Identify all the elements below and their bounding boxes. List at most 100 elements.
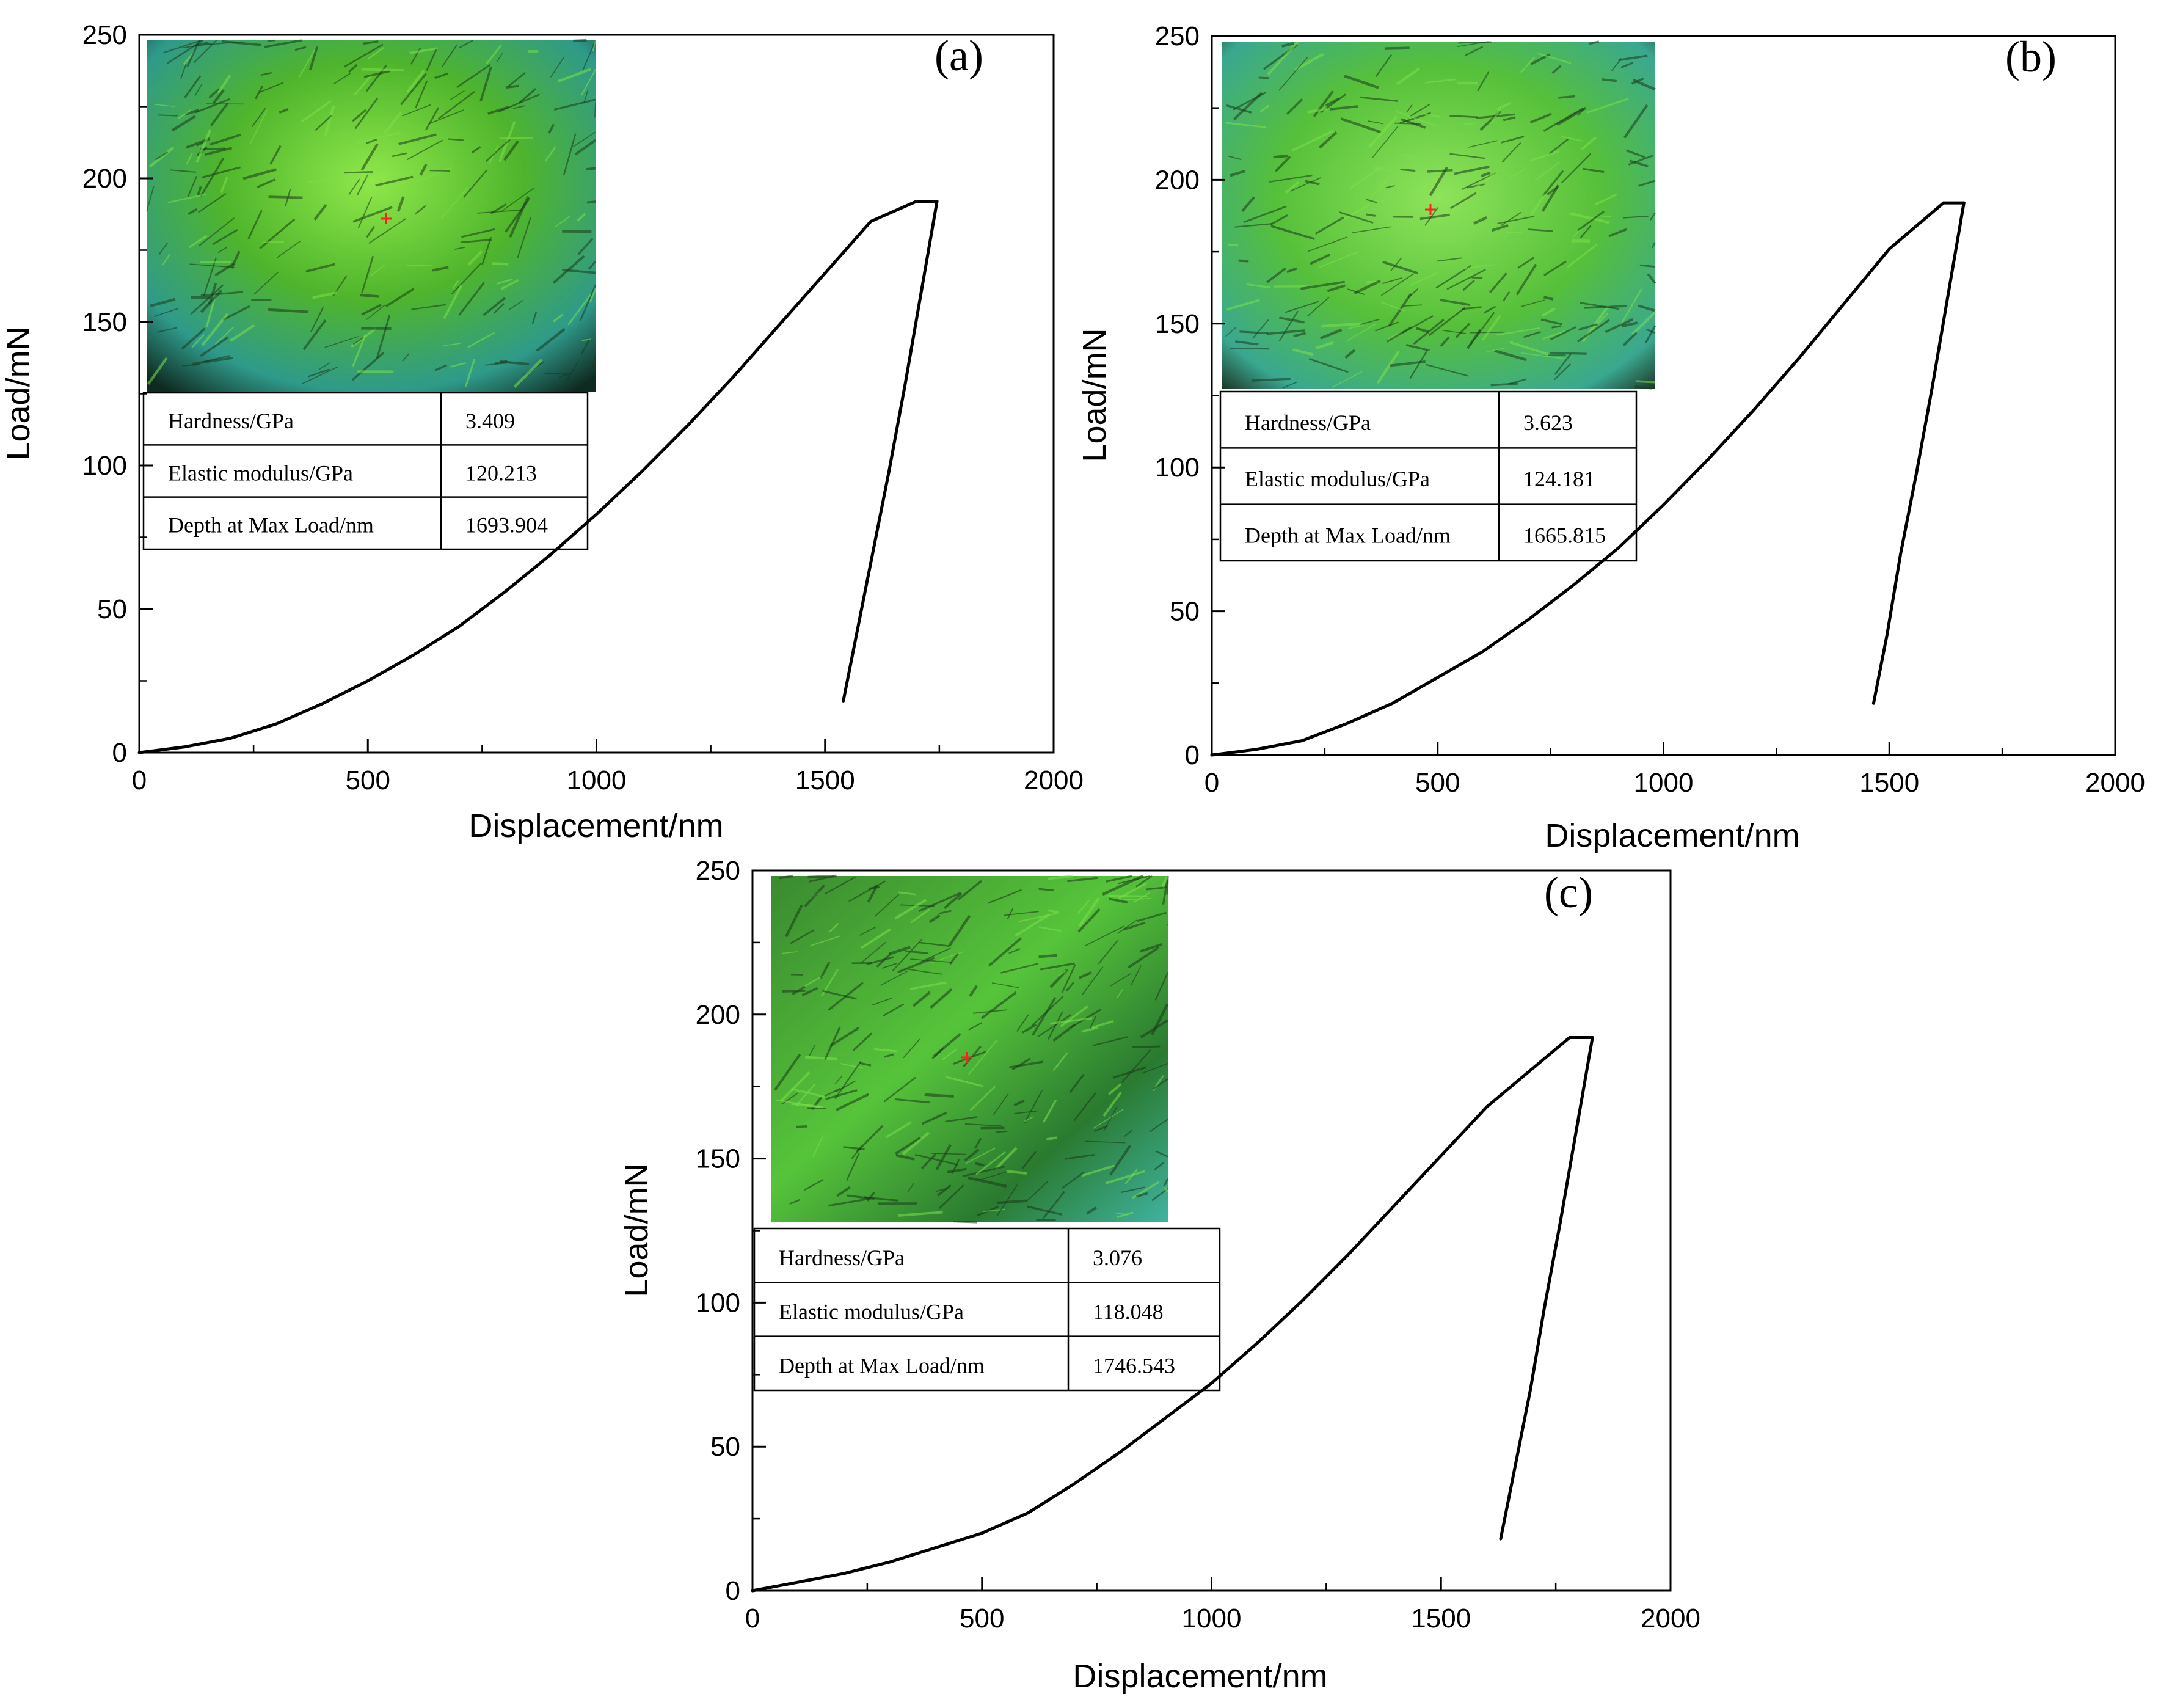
panel-b-micrograph-lath — [1315, 341, 1334, 350]
panel-c-micrograph-lath — [935, 1144, 952, 1170]
panel-c-micrograph-lath — [834, 1060, 862, 1100]
panel-b-micrograph-lath — [1496, 101, 1512, 111]
panel-b-x-axis-label: Displacement/nm — [1545, 817, 1799, 854]
panel-c-micrograph-lath — [1078, 971, 1092, 979]
panel-a-micrograph-lath — [195, 129, 212, 163]
panel-c-micrograph-lath — [1162, 875, 1169, 905]
panel-a-micrograph-lath — [365, 138, 377, 145]
panel-a-micrograph-lath — [519, 87, 537, 104]
panel-c-micrograph-lath — [1040, 962, 1075, 971]
panel-b-micrograph-lath — [1521, 352, 1565, 360]
panel-b-micrograph-lath — [1440, 336, 1450, 348]
panel-b-micrograph-lath — [1308, 358, 1349, 373]
panel-b-micrograph-lath — [1235, 340, 1259, 346]
panel-b-micrograph-lath — [1629, 159, 1649, 168]
panel-a-micrograph-lath — [586, 200, 596, 204]
panel-b-micrograph-lath — [1400, 153, 1418, 159]
panel-b-micrograph-lath — [1466, 329, 1482, 349]
panel-b-micrograph-lath — [1349, 166, 1382, 190]
panel-c-micrograph-lath — [1155, 1150, 1168, 1158]
panel-c-micrograph-lath — [829, 1026, 860, 1047]
panel-a-micrograph-lath — [459, 40, 473, 49]
panel-c-micrograph-lath — [965, 1147, 996, 1164]
panel-b-micrograph-lath — [1382, 260, 1418, 275]
panel-c-micrograph-lath — [774, 1053, 801, 1091]
panel-a-micrograph-lath — [199, 217, 235, 246]
panel-b-micrograph-lath — [1595, 193, 1617, 205]
panel-a-micrograph-lath — [581, 69, 596, 96]
panel-b-micrograph-lath — [1494, 349, 1527, 362]
panel-b-micrograph-lath — [1385, 185, 1395, 189]
panel-c-micrograph-lath — [1123, 921, 1146, 931]
panel-b-micrograph-lath — [1285, 301, 1319, 313]
panel-b-micrograph-lath — [1327, 284, 1346, 293]
panel-a-micrograph-lath — [471, 146, 481, 154]
panel-c-y-tick-label: 200 — [696, 1000, 740, 1030]
panel-b-micrograph-lath — [1540, 318, 1562, 326]
panel-a-micrograph-lath — [192, 356, 234, 365]
panel-b-micrograph-lath — [1622, 332, 1638, 347]
panel-b-micrograph-lath — [1487, 347, 1506, 352]
panel-c-micrograph-lath — [1135, 1192, 1148, 1198]
panel-a-micrograph-lath — [495, 360, 508, 365]
panel-a-micrograph-lath — [508, 71, 526, 87]
panel-c-micrograph-lath — [1108, 897, 1128, 904]
panel-b-micrograph-lath — [1632, 78, 1656, 91]
panel-b-y-tick-label: 250 — [1155, 21, 1200, 51]
panel-c-micrograph-lath — [1013, 1099, 1025, 1107]
panel-b-micrograph-lath — [1375, 321, 1399, 332]
panel-c-y-tick-label: 50 — [710, 1432, 740, 1462]
panel-c-micrograph-lath — [930, 988, 953, 1009]
panel-a-micrograph-lath — [577, 238, 594, 255]
panel-c-y-tick-label: 0 — [726, 1576, 740, 1606]
panel-a-micrograph-lath — [202, 355, 230, 363]
panel-b-micrograph-lath — [1370, 175, 1391, 199]
panel-c-micrograph-lath — [902, 1131, 930, 1156]
panel-c-micrograph-lath — [1149, 1119, 1168, 1133]
panel-b-micrograph-lath — [1426, 363, 1468, 377]
panel-b-micrograph-lath — [1462, 279, 1475, 291]
panel-c-micrograph-lath — [928, 914, 941, 924]
panel-c-micrograph-lath — [1047, 875, 1073, 880]
panel-b-micrograph-lath — [1267, 40, 1299, 76]
panel-c-micrograph-lath — [1117, 919, 1137, 934]
panel-a-y-tick-label: 100 — [82, 451, 127, 481]
panel-c-micrograph-lath — [1124, 1129, 1133, 1137]
panel-a-micrograph-lath — [553, 313, 564, 323]
panel-a-micrograph-lath — [202, 166, 241, 178]
panel-b-table-label: Hardness/GPa — [1245, 411, 1371, 435]
panel-b-micrograph-lath — [1225, 326, 1237, 337]
panel-c-micrograph-lath — [825, 1089, 858, 1100]
panel-c-micrograph-lath — [894, 899, 927, 920]
panel-a-micrograph-lath — [579, 284, 597, 321]
panel-c-micrograph-lath — [1098, 940, 1118, 965]
panel-b-micrograph-lath — [1292, 348, 1314, 356]
panel-c-micrograph-lath — [883, 1076, 916, 1103]
panel-b-micrograph-lath — [1428, 307, 1466, 337]
panel-c-micrograph-lath — [1153, 1162, 1164, 1171]
panel-a-micrograph-lath — [201, 313, 229, 346]
panel-c-micrograph-lath — [820, 961, 831, 979]
panel-a-micrograph-lath — [415, 205, 426, 215]
panel-b-micrograph-lath — [1449, 192, 1477, 210]
panel-a-micrograph-lath — [368, 46, 385, 59]
panel-a-y-tick-label: 50 — [97, 594, 127, 624]
panel-a-micrograph-lath — [513, 358, 543, 389]
panel-b-panel-label: (b) — [2005, 32, 2057, 81]
panel-a-micrograph-lath — [485, 362, 511, 366]
panel-b-series-loading — [1210, 201, 1945, 757]
panel-a-micrograph-lath — [368, 218, 406, 244]
panel-a-micrograph-lath — [217, 247, 227, 254]
panel-c-micrograph-lath — [1124, 1169, 1138, 1185]
panel-c-micrograph-lath — [941, 1048, 957, 1060]
panel-b-micrograph-lath — [1528, 228, 1553, 232]
panel-b-micrograph-lath — [1561, 136, 1583, 142]
panel-c-micrograph-lath — [790, 929, 815, 944]
panel-b-micrograph-lath — [1465, 46, 1484, 56]
panel-a-micrograph-lath — [357, 197, 373, 229]
panel-b-micrograph-lath — [1483, 305, 1496, 314]
panel-b-micrograph-lath — [1388, 293, 1412, 327]
panel-b-micrograph-lath — [1589, 40, 1600, 45]
panel-a-micrograph-lath — [178, 109, 192, 119]
panel-a-micrograph-lath — [258, 82, 284, 93]
